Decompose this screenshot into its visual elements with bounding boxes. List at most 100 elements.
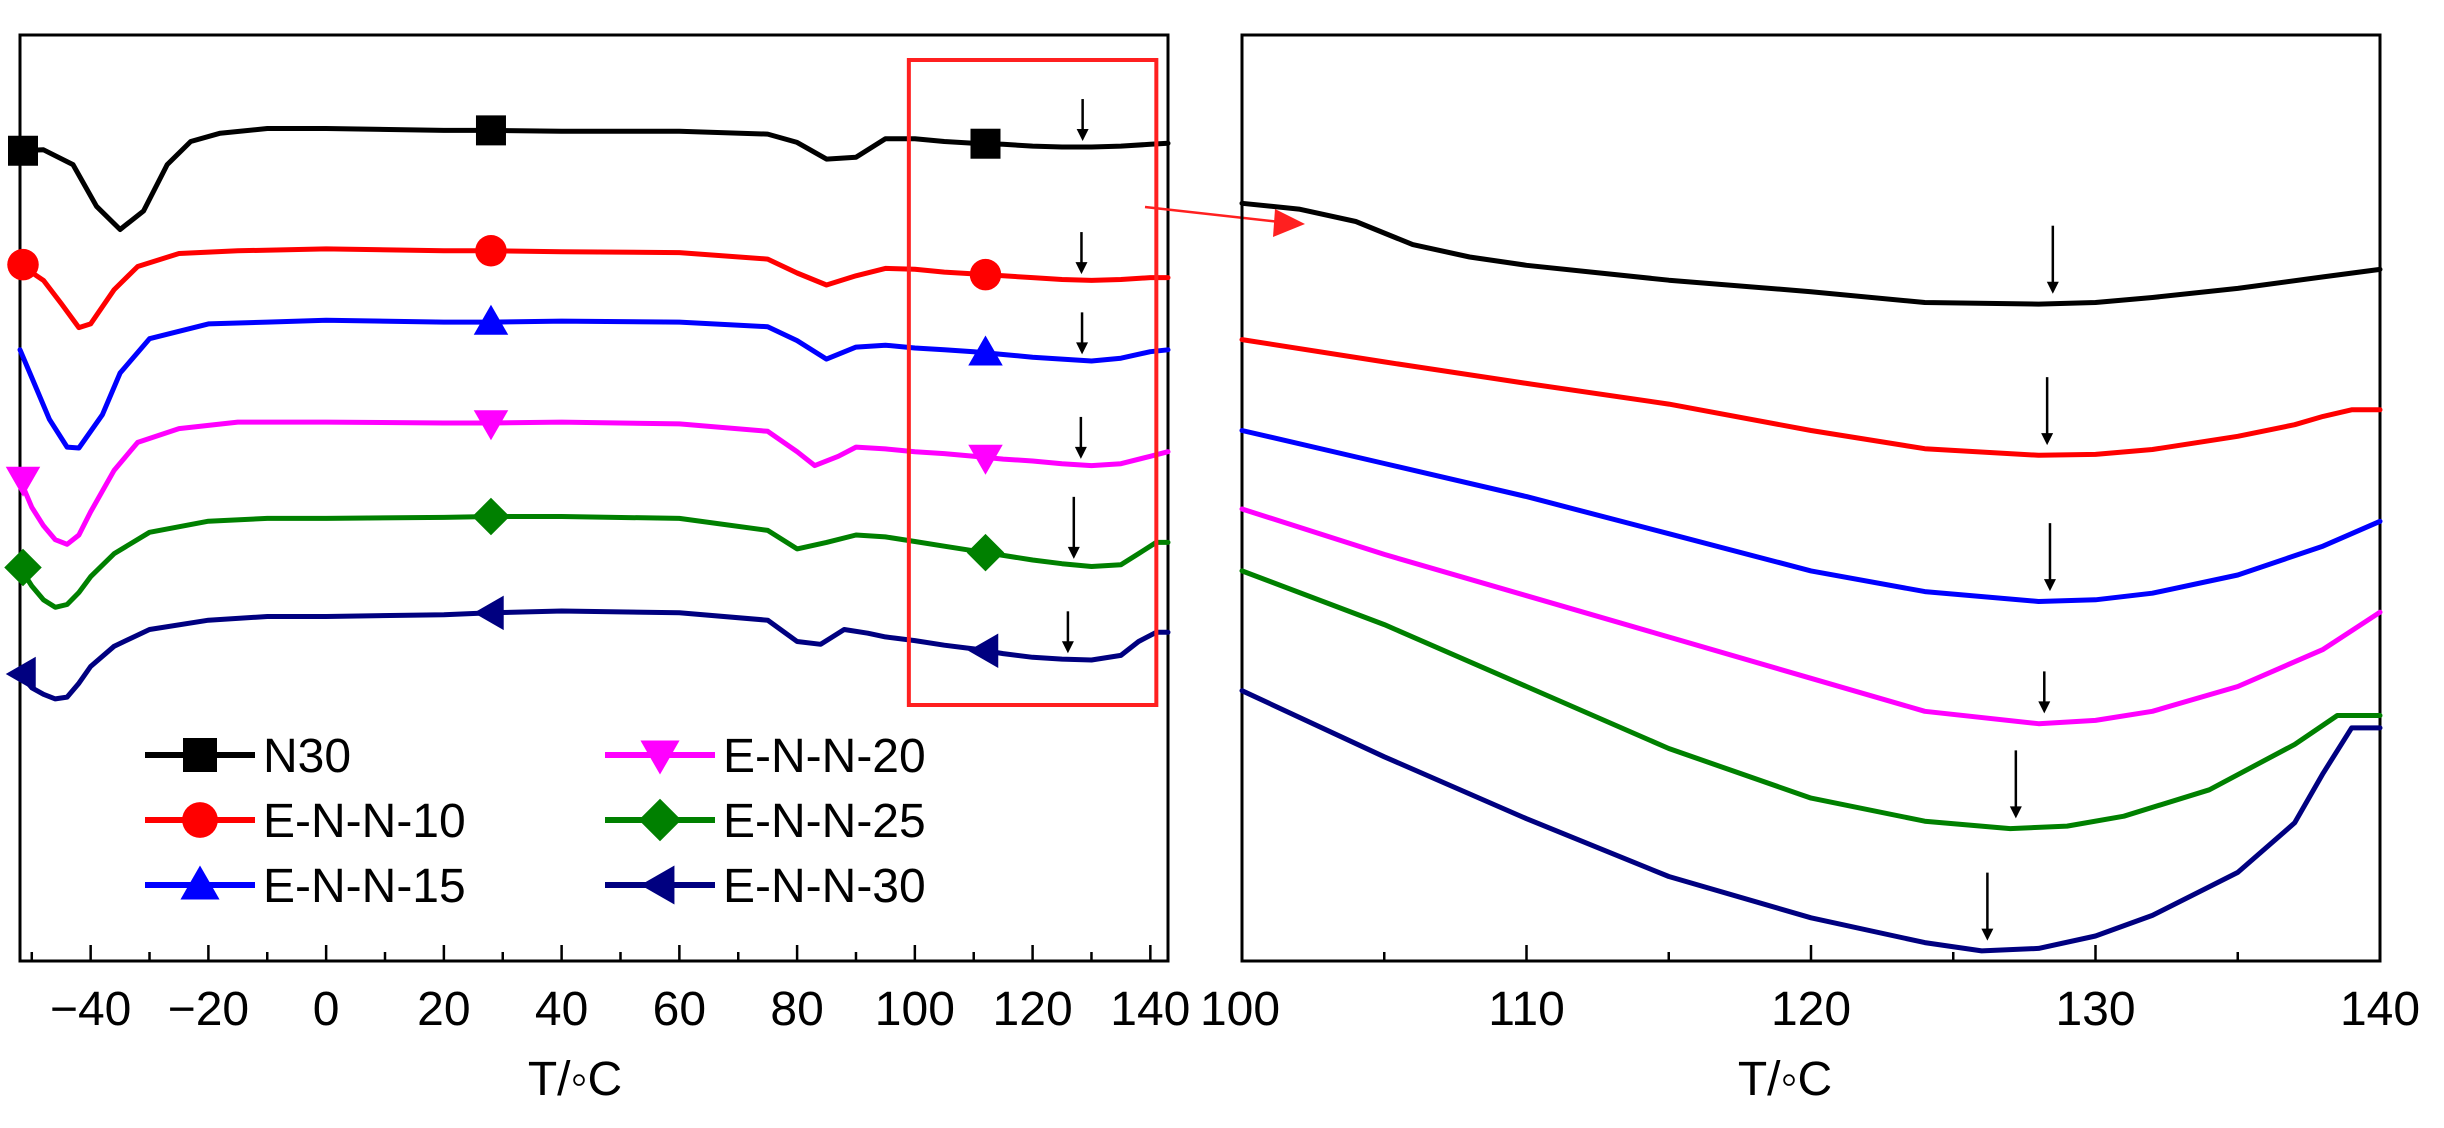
left-series-line-e-n-n-30	[17, 608, 1171, 702]
right-series-e-n-n-30	[1239, 688, 2383, 954]
legend: N30 E-N-N-10 E-N-N-15 E-N-N-20 E-N-N-25 E-N-N…	[145, 730, 926, 913]
legend-label: E-N-N-20	[723, 730, 926, 783]
left-plot-frame	[18, 33, 1170, 963]
right-transition-arrow-e-n-n-30	[1981, 872, 1994, 941]
right-x-tick-labels: 100 110 120 130 140	[1200, 983, 2420, 1036]
legend-label: E-N-N-10	[263, 795, 466, 848]
right-x-tick-label: 130	[2055, 983, 2135, 1036]
left-series-line-e-n-n-10	[17, 246, 1171, 331]
left-series-e-n-n-15	[17, 304, 1171, 451]
right-series-line-n30	[1239, 200, 2383, 307]
left-marker-e-n-n-10	[969, 258, 1002, 291]
legend-item-e-n-n-20: E-N-N-20	[605, 730, 926, 783]
left-x-tick-label: 140	[1110, 983, 1190, 1036]
legend-marker-n30	[183, 738, 217, 772]
right-x-tick-label: 140	[2340, 983, 2420, 1036]
right-series-n30	[1239, 200, 2383, 307]
right-series-line-e-n-n-30	[1239, 688, 2383, 954]
left-transition-arrow-e-n-n-15	[1076, 312, 1089, 355]
left-marker-e-n-n-20	[473, 410, 509, 441]
left-x-tick-labels: −40 −20 0 20 40 60 80 100 120 140	[50, 983, 1190, 1036]
left-transition-arrow-n30	[1076, 99, 1089, 142]
left-x-ticks	[30, 945, 1152, 961]
legend-label: E-N-N-30	[723, 860, 926, 913]
left-transition-arrow-e-n-n-20	[1074, 416, 1087, 459]
left-series-e-n-n-20	[5, 410, 1171, 547]
left-marker-e-n-n-10	[475, 235, 507, 267]
right-plot-frame	[1240, 33, 2382, 963]
legend-marker-e-n-n-15	[180, 865, 220, 900]
legend-marker-e-n-n-25	[638, 798, 682, 842]
left-marker-n30	[475, 115, 506, 146]
left-x-tick-label: −40	[50, 983, 131, 1036]
left-series-e-n-n-30	[5, 595, 1171, 702]
right-panel: 100 110 120 130 140 T/◦C	[1200, 33, 2420, 1106]
legend-label: E-N-N-25	[723, 795, 926, 848]
left-marker-e-n-n-25	[966, 533, 1005, 572]
legend-marker-e-n-n-20	[640, 740, 680, 775]
right-series-line-e-n-n-10	[1239, 337, 2383, 458]
legend-label: N30	[263, 730, 351, 783]
left-marker-e-n-n-25	[472, 497, 510, 536]
left-x-tick-label: 40	[535, 983, 588, 1036]
left-marker-e-n-n-20	[5, 466, 41, 497]
left-series-line-e-n-n-25	[17, 514, 1171, 610]
right-x-tick-label: 110	[1488, 983, 1565, 1036]
right-series-line-e-n-n-20	[1239, 506, 2383, 727]
left-x-tick-label: 100	[875, 983, 955, 1036]
right-transition-arrow-e-n-n-15	[2043, 523, 2056, 592]
legend-item-e-n-n-30: E-N-N-30	[605, 860, 926, 913]
right-series-line-e-n-n-25	[1239, 568, 2383, 832]
left-marker-e-n-n-15	[473, 304, 509, 335]
left-marker-e-n-n-15	[968, 335, 1003, 366]
left-series-n30	[8, 99, 1171, 232]
left-x-tick-label: 60	[653, 983, 706, 1036]
right-x-axis-title: T/◦C	[1738, 1053, 1832, 1106]
left-x-axis-title: T/◦C	[528, 1053, 622, 1106]
right-series-group	[1239, 200, 2383, 954]
right-transition-arrow-e-n-n-20	[2038, 671, 2051, 714]
left-x-tick-label: 0	[313, 983, 340, 1036]
left-series-line-e-n-n-20	[17, 419, 1171, 547]
left-series-e-n-n-25	[4, 496, 1171, 610]
right-series-e-n-n-10	[1239, 337, 2383, 458]
right-transition-arrow-n30	[2046, 225, 2059, 294]
right-x-ticks	[1240, 945, 2382, 961]
left-marker-e-n-n-30	[473, 595, 504, 631]
legend-item-e-n-n-10: E-N-N-10	[145, 795, 466, 848]
left-series-line-n30	[17, 126, 1171, 232]
left-marker-e-n-n-30	[968, 633, 999, 669]
left-marker-e-n-n-20	[968, 444, 1003, 475]
left-transition-arrow-e-n-n-25	[1067, 496, 1080, 559]
left-marker-e-n-n-10	[7, 248, 39, 281]
right-transition-arrow-e-n-n-10	[2041, 377, 2054, 446]
right-x-tick-label: 100	[1200, 983, 1280, 1036]
left-x-tick-label: 120	[993, 983, 1073, 1036]
left-marker-e-n-n-30	[5, 656, 36, 692]
right-series-e-n-n-15	[1239, 428, 2383, 604]
legend-item-n30: N30	[145, 730, 351, 783]
left-marker-e-n-n-25	[4, 548, 42, 587]
right-series-line-e-n-n-15	[1239, 428, 2383, 604]
left-transition-arrow-e-n-n-30	[1061, 611, 1074, 654]
right-series-e-n-n-25	[1239, 568, 2383, 832]
left-series-e-n-n-10	[7, 232, 1171, 331]
left-series-group	[4, 99, 1171, 702]
right-series-e-n-n-20	[1239, 506, 2383, 727]
legend-item-e-n-n-15: E-N-N-15	[145, 860, 466, 913]
left-panel: −40 −20 0 20 40 60 80 100 120 140 T/◦C N30 E-N-N-1…	[4, 33, 1305, 1106]
left-series-line-e-n-n-15	[17, 317, 1171, 451]
left-x-tick-label: 80	[770, 983, 823, 1036]
zoom-region-box	[906, 58, 1159, 707]
left-marker-n30	[970, 128, 1001, 159]
right-transition-arrow-e-n-n-25	[2009, 750, 2022, 819]
legend-marker-e-n-n-30	[640, 865, 675, 905]
legend-label: E-N-N-15	[263, 860, 466, 913]
left-x-tick-label: −20	[168, 983, 249, 1036]
zoom-connector-arrow	[1144, 205, 1305, 237]
legend-item-e-n-n-25: E-N-N-25	[605, 795, 926, 848]
left-transition-arrow-e-n-n-10	[1075, 232, 1088, 275]
legend-marker-e-n-n-10	[182, 802, 218, 838]
left-marker-n30	[8, 135, 38, 166]
